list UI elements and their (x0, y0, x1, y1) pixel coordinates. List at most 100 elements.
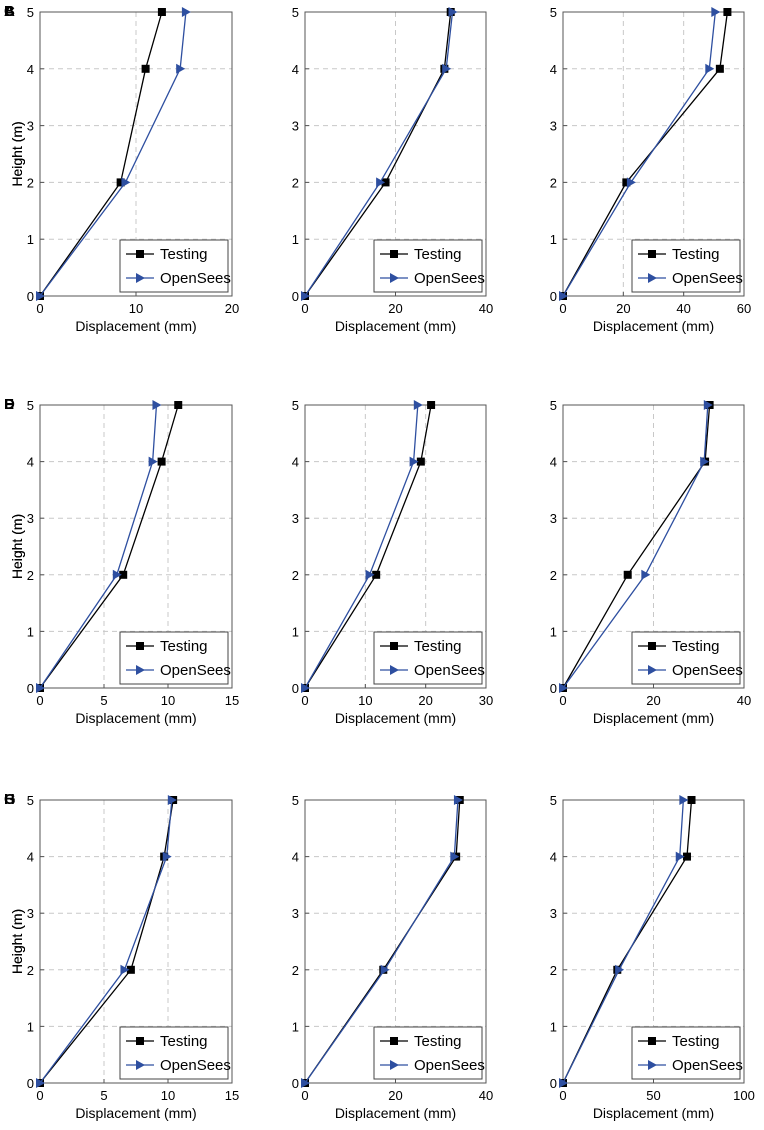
legend-box (373, 631, 483, 685)
data-point-opensees (380, 964, 390, 975)
legend: Testing OpenSees (631, 239, 743, 293)
legend: Testing OpenSees (631, 631, 743, 685)
series-line-testing (39, 404, 179, 689)
legend-label-opensees: OpenSees (160, 270, 231, 287)
y-tick-label: 5 (27, 5, 34, 20)
panel-letter-h: H (4, 791, 15, 808)
series-line-testing (562, 11, 729, 297)
y-tick-label: 1 (292, 624, 299, 639)
data-point-opensees (559, 291, 568, 301)
series-line-opensees (39, 11, 187, 297)
series-line-testing (304, 11, 452, 297)
y-tick-label: 1 (27, 624, 34, 639)
series-line-testing (304, 404, 432, 689)
data-point-opensees (559, 1078, 568, 1088)
plot-frame (304, 404, 487, 689)
x-tick-label: 20 (616, 301, 630, 316)
legend-label-opensees: OpenSees (672, 270, 743, 287)
legend: Testing OpenSees (373, 1026, 485, 1080)
x-axis-label: Displacement (mm) (593, 1105, 714, 1121)
y-tick-label: 5 (292, 5, 299, 20)
panel-letter-g: G (4, 791, 16, 808)
series-line-opensees (304, 799, 459, 1084)
data-point-opensees (453, 795, 463, 805)
y-tick-label: 2 (550, 175, 557, 190)
y-axis-label: Height (m) (9, 514, 25, 579)
data-point-testing (381, 178, 390, 187)
y-tick-label: 2 (292, 568, 299, 583)
y-tick-label: 5 (27, 398, 34, 413)
data-point-opensees (36, 291, 45, 301)
data-point-opensees (152, 400, 162, 410)
legend-marker-opensees (390, 1060, 399, 1070)
x-tick-label: 100 (733, 1088, 755, 1103)
series-line-opensees (39, 404, 158, 689)
x-tick-label: 40 (676, 301, 690, 316)
y-tick-label: 4 (550, 62, 557, 77)
x-axis-label: Displacement (mm) (593, 710, 714, 726)
legend-marker-opensees (390, 665, 399, 675)
x-tick-label: 0 (36, 693, 43, 708)
panel-letter-c: C (4, 3, 15, 20)
x-tick-label: 20 (388, 301, 402, 316)
y-tick-label: 3 (550, 119, 557, 134)
data-point-opensees (181, 7, 191, 17)
y-tick-label: 1 (27, 1019, 34, 1034)
data-point-opensees (301, 1078, 310, 1088)
legend-label-opensees: OpenSees (414, 1057, 485, 1074)
legend-marker-testing (390, 642, 398, 650)
y-axis-label: Height (m) (9, 909, 25, 974)
data-point-opensees (36, 1078, 45, 1088)
data-point-testing (141, 64, 150, 73)
y-tick-label: 2 (292, 175, 299, 190)
y-tick-label: 3 (27, 906, 34, 921)
legend-label-opensees: OpenSees (414, 270, 485, 287)
legend: Testing OpenSees (119, 631, 231, 685)
x-tick-label: 30 (479, 693, 493, 708)
legend-marker-testing (648, 250, 656, 258)
x-tick-label: 40 (479, 1088, 493, 1103)
y-tick-label: 2 (27, 175, 34, 190)
y-tick-label: 5 (292, 398, 299, 413)
y-tick-label: 1 (550, 232, 557, 247)
x-tick-label: 60 (737, 301, 751, 316)
legend-label-testing: Testing (414, 638, 462, 655)
y-tick-label: 4 (292, 850, 299, 865)
chart-panel-a: A 0 10 20 0 1 2 3 4 5 Displacement (mm) Height (m) T… (4, 3, 239, 334)
plot-frame (39, 404, 233, 689)
legend: Testing OpenSees (631, 1026, 743, 1080)
x-tick-label: 50 (646, 1088, 660, 1103)
x-tick-label: 40 (479, 301, 493, 316)
y-tick-label: 2 (27, 963, 34, 978)
y-tick-label: 4 (292, 62, 299, 77)
x-tick-label: 0 (301, 693, 308, 708)
data-point-opensees (120, 964, 130, 975)
legend-marker-opensees (136, 1060, 145, 1070)
y-tick-label: 3 (550, 906, 557, 921)
series-line-opensees (39, 799, 173, 1084)
panel-letter-d: D (4, 396, 15, 413)
y-tick-label: 4 (27, 455, 34, 470)
y-tick-label: 0 (27, 289, 34, 304)
series-line-testing (562, 799, 693, 1084)
y-tick-label: 2 (550, 963, 557, 978)
x-tick-label: 10 (358, 693, 372, 708)
x-tick-label: 15 (225, 693, 239, 708)
x-axis-label: Displacement (mm) (593, 318, 714, 334)
x-tick-label: 20 (388, 1088, 402, 1103)
y-tick-label: 4 (550, 850, 557, 865)
legend-box (631, 631, 741, 685)
data-point-opensees (301, 683, 310, 693)
data-point-testing (623, 570, 632, 579)
data-point-testing (715, 64, 724, 73)
data-point-opensees (36, 683, 45, 693)
data-point-testing (723, 8, 732, 16)
data-point-testing (416, 457, 425, 466)
y-axis-label: Height (m) (9, 514, 25, 579)
y-tick-label: 0 (292, 681, 299, 696)
x-tick-label: 5 (100, 1088, 107, 1103)
legend-box (631, 1026, 741, 1080)
